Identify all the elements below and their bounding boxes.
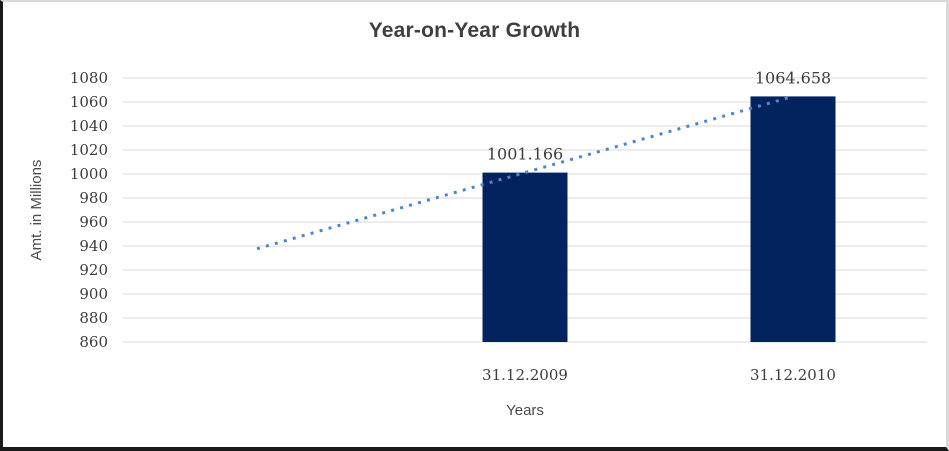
x-axis-title: Years bbox=[506, 402, 544, 419]
y-tick-label: 920 bbox=[79, 261, 108, 279]
y-tick-label: 1020 bbox=[70, 141, 108, 159]
y-tick-label: 860 bbox=[79, 333, 108, 351]
y-tick-label: 1060 bbox=[70, 93, 108, 111]
x-tick-label: 31.12.2009 bbox=[482, 366, 568, 384]
y-tick-label: 880 bbox=[79, 309, 108, 327]
y-tick-label: 1040 bbox=[70, 117, 108, 135]
y-tick-label: 960 bbox=[79, 213, 108, 231]
y-tick-label: 980 bbox=[79, 189, 108, 207]
y-tick-label: 900 bbox=[79, 285, 108, 303]
y-tick-label: 940 bbox=[79, 237, 108, 255]
chart-plot-area: 1080 1060 1040 1020 1000 980 960 940 920 900 880 86… bbox=[70, 68, 927, 384]
y-tick-label: 1080 bbox=[70, 69, 108, 87]
chart-title: Year-on-Year Growth bbox=[368, 19, 581, 42]
x-tick-label: 31.12.2010 bbox=[750, 366, 836, 384]
bar-data-label: 1064.658 bbox=[755, 68, 831, 87]
bar bbox=[750, 96, 836, 342]
bar-data-label: 1001.166 bbox=[487, 145, 563, 164]
y-tick-label: 1000 bbox=[70, 165, 108, 183]
bar bbox=[482, 172, 568, 342]
